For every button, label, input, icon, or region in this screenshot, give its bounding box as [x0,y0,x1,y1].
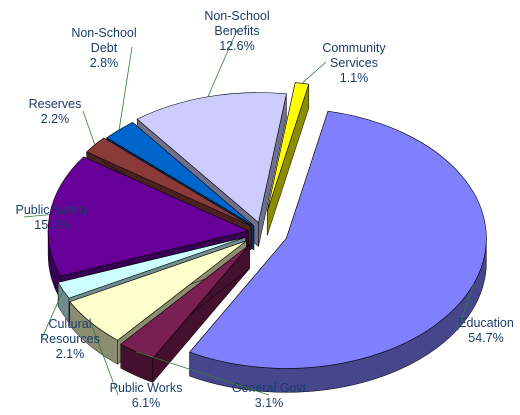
pie-slice-general-govt [120,244,250,359]
leader-line [90,322,119,396]
leader-line [41,290,64,339]
pie-slice-group [120,244,250,384]
slice-label-public-works: Public Works 6.1% [110,381,183,410]
leader-line [301,61,327,84]
leader-line [82,110,96,145]
pie-slice-public-safety [47,156,250,277]
pie-slice-group [266,82,310,236]
labels-layer: Education 54.7% General Govt 3.1% Public Wor… [16,9,514,410]
leader-line [136,351,270,396]
slice-label-reserves: Reserves 2.2% [29,97,82,126]
pie-slice-cultural-resources [57,236,246,299]
leader-line [23,214,50,218]
leader-line [118,46,133,130]
pie-slice-group [189,110,487,393]
pie-slice-non-school-benefits [136,92,287,224]
slice-label-public-safety: Public Safety 15.3% [16,203,90,232]
slices-layer [47,82,487,393]
leader-line [207,29,238,97]
slice-label-non-school-debt: Non-School Debt 2.8% [71,26,136,70]
leader-line [457,283,475,331]
pie-slice-reserves [86,137,252,227]
slice-label-education: Education 54.7% [458,316,514,345]
slice-label-general-govt: General Govt 3.1% [232,381,307,410]
slice-label-cultural-resources: Cultural Resources 2.1% [40,317,100,361]
slice-label-community-services: Community Services 1.1% [322,41,386,85]
pie-slice-public-works [69,240,247,341]
